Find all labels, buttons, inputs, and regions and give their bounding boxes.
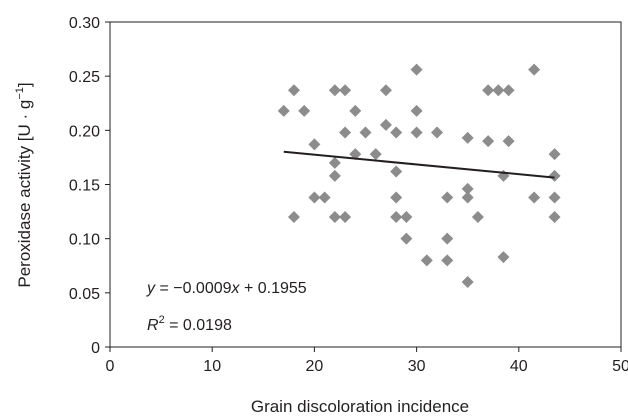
data-point xyxy=(502,135,515,148)
trendline-group xyxy=(283,150,555,179)
regression-equation: y = −0.0009x + 0.1955 xyxy=(146,280,307,297)
data-point xyxy=(548,169,561,182)
data-point xyxy=(410,104,423,117)
data-point xyxy=(328,156,341,169)
data-point xyxy=(359,126,372,139)
data-point xyxy=(328,84,341,97)
data-point xyxy=(410,63,423,76)
r-squared-label: R2 = 0.0198 xyxy=(147,314,232,334)
trendline xyxy=(283,150,555,179)
data-points xyxy=(277,63,561,288)
data-point xyxy=(548,191,561,204)
data-point xyxy=(277,104,290,117)
data-point xyxy=(400,211,413,223)
y-tick-label: 0.10 xyxy=(69,232,100,249)
data-point xyxy=(461,182,474,195)
data-point xyxy=(349,104,362,117)
data-point xyxy=(328,211,341,223)
data-point xyxy=(349,148,362,161)
data-point xyxy=(308,191,321,204)
data-point xyxy=(390,165,403,178)
data-point xyxy=(410,126,423,139)
data-point xyxy=(298,104,311,117)
data-point xyxy=(482,84,495,97)
axis-ticks: 0 10 20 30 40 50 0 0.05 0.10 0.15 0.20 0.25 0.30 xyxy=(69,15,628,375)
data-point xyxy=(528,191,541,204)
data-point xyxy=(482,135,495,148)
data-point xyxy=(339,211,352,223)
data-point xyxy=(308,138,321,151)
data-point xyxy=(492,84,505,97)
data-point xyxy=(548,148,561,161)
data-point xyxy=(400,232,413,245)
data-point xyxy=(528,63,541,76)
data-point xyxy=(431,126,444,139)
data-point xyxy=(328,169,341,182)
data-point xyxy=(441,232,454,245)
data-point xyxy=(369,148,382,161)
plot-frame xyxy=(109,21,622,348)
data-point xyxy=(502,84,515,97)
x-tick-label: 0 xyxy=(106,358,115,375)
x-tick-label: 10 xyxy=(203,358,221,375)
data-point xyxy=(461,131,474,144)
y-tick-label: 0.25 xyxy=(69,69,100,86)
x-tick-label: 20 xyxy=(306,358,324,375)
x-tick-label: 50 xyxy=(612,358,628,375)
x-tick-label: 30 xyxy=(408,358,426,375)
data-point xyxy=(461,191,474,204)
data-point xyxy=(318,191,331,204)
y-tick-label: 0 xyxy=(91,340,100,357)
data-point xyxy=(497,251,510,264)
data-point xyxy=(441,254,454,267)
y-axis-title: Peroxidase activity [U · g−1] xyxy=(14,82,34,287)
data-point xyxy=(287,84,300,97)
data-point xyxy=(390,126,403,139)
data-point xyxy=(548,211,561,223)
x-axis-title: Grain discoloration incidence xyxy=(251,397,469,416)
y-tick-label: 0.05 xyxy=(69,286,100,303)
data-point xyxy=(441,191,454,204)
data-point xyxy=(379,84,392,97)
data-point xyxy=(461,276,474,288)
data-point xyxy=(390,191,403,204)
x-tick-label: 40 xyxy=(510,358,528,375)
data-point xyxy=(379,118,392,131)
data-point xyxy=(471,211,484,223)
data-point xyxy=(339,84,352,97)
y-tick-label: 0.30 xyxy=(69,15,100,32)
data-point xyxy=(287,211,300,223)
data-point xyxy=(339,126,352,139)
y-tick-label: 0.20 xyxy=(69,123,100,140)
y-tick-label: 0.15 xyxy=(69,178,100,195)
data-point xyxy=(390,211,403,223)
data-point xyxy=(420,254,433,267)
